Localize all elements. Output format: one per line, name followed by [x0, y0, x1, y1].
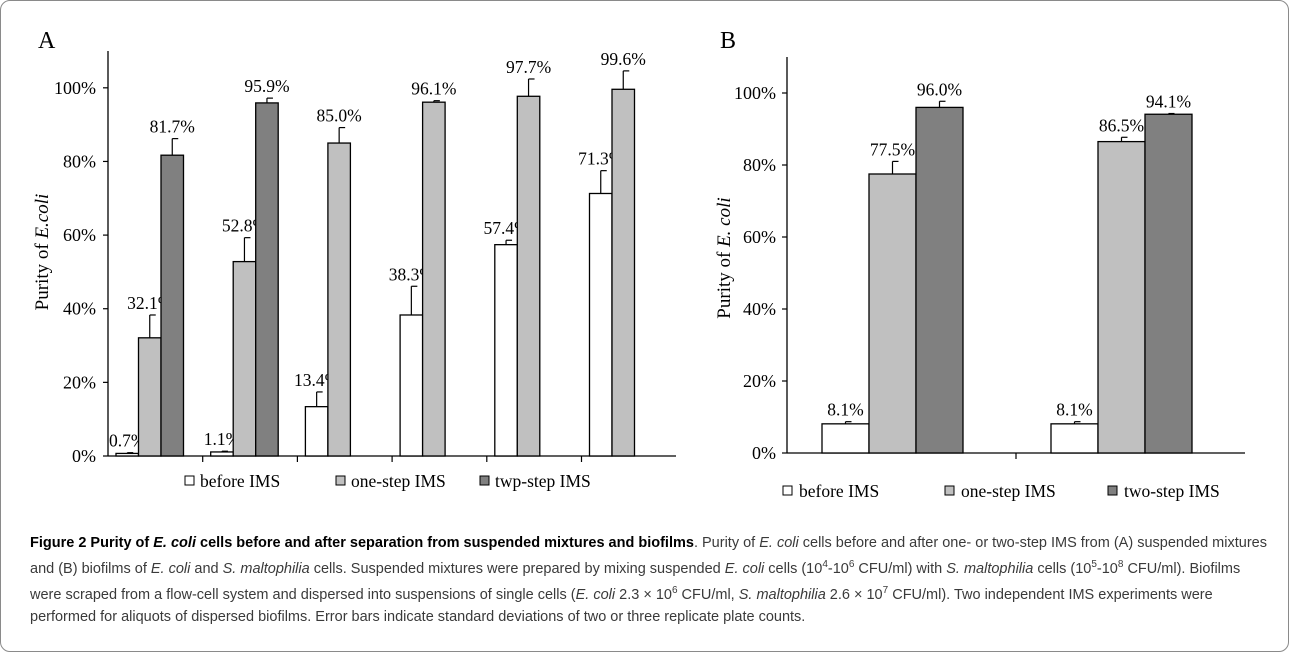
panel-a-data-label: 99.6% — [601, 49, 646, 69]
panel-a-bar-before — [399, 314, 424, 457]
panel-a-bar-two — [255, 102, 279, 457]
panel-b-y-tick-label: 40% — [743, 299, 776, 319]
caption-text: cells (10 — [1033, 560, 1092, 577]
panel-b-legend-label-before: before IMS — [799, 481, 879, 501]
panel-b-bar-one — [868, 173, 917, 454]
panel-a-y-axis-label-text: Purity of — [32, 239, 53, 311]
panel-b-legend-swatch-two — [1107, 485, 1118, 496]
panel-b-data-label: 94.1% — [1146, 92, 1191, 112]
panel-a-legend-label-two: twp-step IMS — [495, 471, 591, 491]
caption-species: E. coli — [724, 560, 765, 577]
panel-a-data-label: 0.7% — [109, 431, 145, 451]
caption-text: cells before and after one- or two-step … — [30, 535, 1267, 577]
panel-b-y-axis-label-text: Purity of — [714, 247, 735, 319]
panel-b-y-tick-label: 20% — [743, 371, 776, 391]
panel-a-data-label: 95.9% — [244, 76, 289, 96]
caption-text: 2.3 × 10 — [615, 586, 672, 603]
caption-species: S. maltophilia — [738, 586, 826, 603]
caption-text: 2.6 × 10 — [825, 586, 883, 603]
caption-exponent: 5 — [1091, 559, 1097, 570]
panel-b-data-label: 96.0% — [917, 79, 962, 99]
panel-a-legend-swatch-before — [184, 475, 195, 486]
caption-text: cells (10 — [764, 560, 823, 577]
panel-a-bar-before — [210, 451, 234, 457]
panel-b-data-label: 8.1% — [827, 400, 863, 420]
panel-a-data-label: 97.7% — [506, 57, 551, 77]
panel-a-y-tick-label: 0% — [72, 446, 96, 466]
panel-b-data-label: 86.5% — [1099, 115, 1144, 135]
figure-caption: Figure 2 Purity of E. coli cells before … — [30, 532, 1275, 628]
panel-b-y-tick-label: 60% — [743, 227, 776, 247]
panel-a-y-axis-label-species: E.coli — [32, 194, 53, 240]
caption-species: E. coli — [150, 560, 191, 577]
panel-a-legend-label-one: one-step IMS — [351, 471, 446, 491]
panel-b-y-axis-label-species: E. coli — [714, 197, 735, 248]
panel-a-bar-before — [115, 452, 140, 457]
caption-exponent: 6 — [848, 559, 855, 570]
panel-b-bar-before — [1050, 423, 1099, 454]
panel-a-bar-one — [327, 142, 352, 457]
panel-b-legend-label-one: one-step IMS — [961, 481, 1056, 501]
caption-exponent: 4 — [822, 559, 828, 570]
caption-species: E. coli — [575, 586, 616, 603]
panel-a-y-tick-label: 60% — [63, 225, 96, 245]
caption-text: -10 — [827, 560, 849, 577]
panel-a-bar-before — [304, 406, 329, 457]
panel-a-bar-one — [137, 337, 162, 457]
panel-a-data-label: 85.0% — [317, 106, 362, 126]
panel-a-legend-swatch-two — [479, 475, 490, 486]
panel-a-bar-one — [421, 101, 446, 457]
panel-a-bar-one — [232, 260, 257, 457]
caption-body: . Purity of E. coli cells before and aft… — [30, 535, 1267, 625]
panel-b-y-tick-label: 100% — [734, 83, 776, 103]
caption-text: CFU/ml). Two independent IMS experiments… — [30, 586, 1213, 625]
panel-b-bar-one — [1097, 140, 1146, 454]
caption-text: CFU/ml). Biofilms were scraped from a fl… — [30, 560, 1241, 603]
panel-a-legend-swatch-one — [335, 475, 346, 486]
caption-title: Figure 2 Purity of E. coli cells before … — [30, 535, 694, 551]
panel-a-data-label: 1.1% — [204, 429, 240, 449]
panel-b-y-axis-label: Purity of E. coli — [714, 197, 735, 318]
caption-text: CFU/ml, — [677, 586, 739, 603]
caption-text: . Purity of — [693, 535, 760, 551]
caption-text: cells. Suspended mixtures were prepared … — [309, 560, 725, 577]
panel-a-data-label: 81.7% — [150, 117, 195, 137]
caption-text: CFU/ml) with — [854, 560, 947, 577]
panel-a-bar-one — [611, 88, 636, 457]
panel-b-bar-two — [1144, 113, 1193, 454]
panel-a-bar-two — [160, 154, 185, 457]
caption-exponent: 8 — [1117, 559, 1124, 570]
caption-species: S. maltophilia — [946, 560, 1034, 577]
panel-a-legend-label-before: before IMS — [200, 471, 280, 491]
panel-a-y-tick-label: 20% — [63, 372, 96, 392]
panel-b-bar-before — [821, 423, 870, 454]
panel-a-bar-before — [494, 244, 518, 457]
caption-text: and — [190, 560, 223, 577]
panel-a-data-label: 96.1% — [411, 79, 456, 99]
panel-b-data-label: 8.1% — [1056, 400, 1092, 420]
caption-species: S. maltophilia — [222, 560, 310, 577]
panel-a-y-tick-label: 80% — [63, 151, 96, 171]
panel-b-data-label: 77.5% — [870, 139, 915, 159]
panel-b-bar-two — [915, 106, 964, 454]
panel-a-y-tick-label: 100% — [54, 78, 96, 98]
panel-b-letter: B — [720, 28, 736, 54]
panel-a-y-tick-label: 40% — [63, 299, 96, 319]
panel-b-y-tick-label: 80% — [743, 155, 776, 175]
caption-exponent: 7 — [882, 584, 889, 596]
caption-exponent: 6 — [671, 584, 678, 596]
panel-b-legend-swatch-one — [944, 485, 955, 496]
panel-a-y-axis-label: Purity of E.coli — [32, 194, 53, 311]
panel-b-y-tick-label: 0% — [752, 443, 776, 463]
panel-a-bar-one — [516, 95, 541, 457]
panel-a-bar-before — [588, 192, 613, 457]
panel-a-letter: A — [38, 28, 56, 54]
caption-text: -10 — [1096, 560, 1118, 577]
panel-b-legend-label-two: two-step IMS — [1124, 481, 1220, 501]
panel-b-legend-swatch-before — [782, 485, 793, 496]
caption-species: E. coli — [759, 535, 799, 551]
figure-charts: A0%20%40%60%80%100%Purity of E.coli0.7%3… — [32, 28, 1245, 501]
